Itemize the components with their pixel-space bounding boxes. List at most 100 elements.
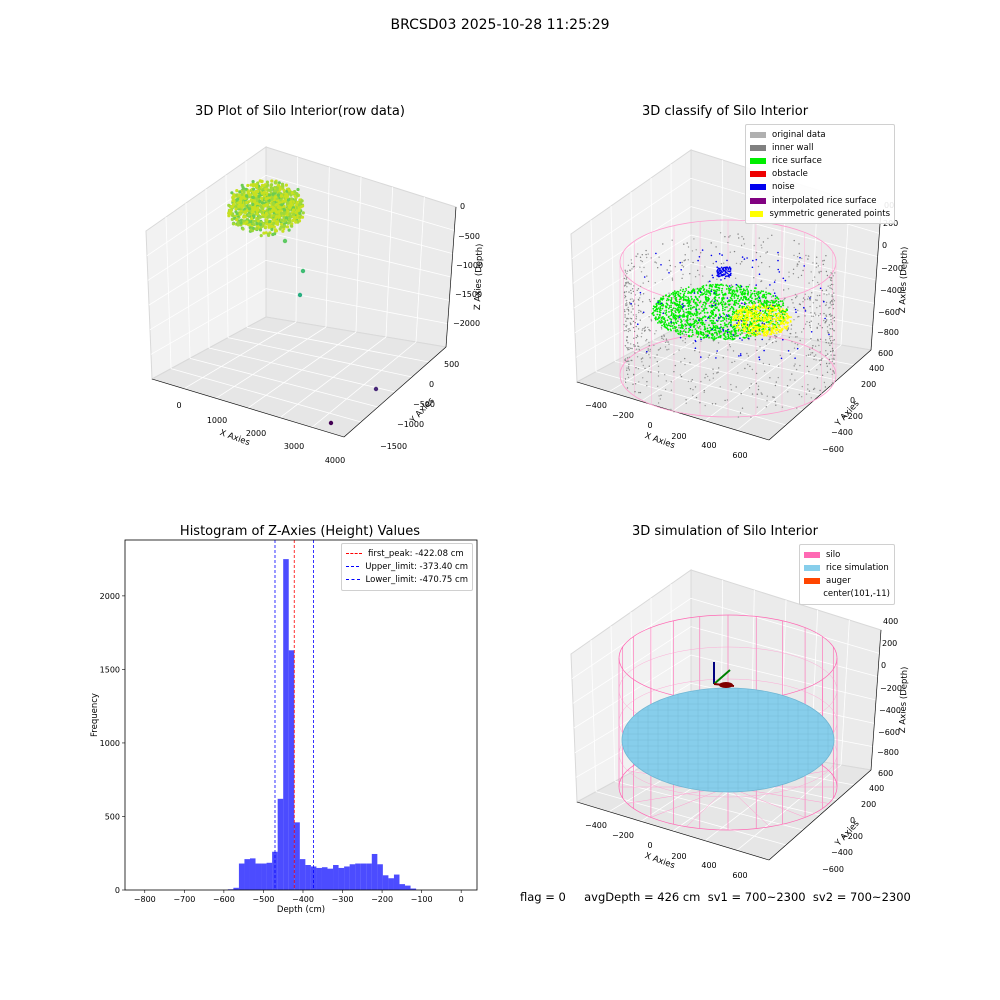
classify-plot-rice-surface-point xyxy=(706,329,709,332)
classify-plot-inner-wall-point xyxy=(748,338,750,341)
simulation-plot-z-tick-label: −200 xyxy=(880,684,902,693)
classify-plot-symmetric-point xyxy=(765,317,767,320)
classify-plot-rice-surface-point xyxy=(654,318,657,321)
classify-plot-rice-surface-point xyxy=(690,335,693,338)
classify-plot-rice-surface-point xyxy=(708,287,711,290)
classify-plot-rice-surface-point xyxy=(716,306,718,308)
classify-plot-noise-point xyxy=(774,295,777,297)
classify-plot-inner-wall-point xyxy=(737,416,740,418)
classify-plot-y-tick-label: 200 xyxy=(861,380,876,389)
classify-plot-rice-surface-point xyxy=(747,298,750,301)
classify-plot-inner-wall-point xyxy=(818,272,820,274)
classify-plot-rice-surface-point xyxy=(708,305,711,307)
classify-plot-inner-wall-point xyxy=(794,379,796,381)
classify-plot-inner-wall-point xyxy=(833,372,836,374)
classify-plot-x-tick-label: −200 xyxy=(612,411,634,420)
classify-plot-noise-point xyxy=(670,321,672,323)
raw-plot-point xyxy=(238,190,242,194)
classify-plot-inner-wall-point xyxy=(795,336,797,338)
classify-plot-symmetric-point xyxy=(786,317,789,320)
classify-plot-inner-wall-point xyxy=(756,291,758,293)
classify-plot-rice-surface-point xyxy=(742,289,745,292)
raw-plot-point xyxy=(232,193,236,197)
classify-plot-rice-surface-point xyxy=(681,332,684,335)
classify-plot-symmetric-point xyxy=(753,317,755,320)
classify-plot-rice-surface-point xyxy=(710,306,713,308)
classify-plot-rice-surface-point xyxy=(665,305,667,308)
classify-plot-rice-surface-point xyxy=(693,312,696,315)
classify-plot-symmetric-point xyxy=(780,331,782,333)
classify-plot-rice-surface-point xyxy=(710,300,713,303)
classify-plot-inner-wall-point xyxy=(624,295,627,298)
classify-plot-inner-wall-point xyxy=(831,360,833,363)
classify-plot-noise-point xyxy=(710,290,713,293)
classify-plot-symmetric-point xyxy=(751,324,754,326)
classify-plot-inner-wall-point xyxy=(733,250,736,253)
classify-plot-rice-surface-point xyxy=(765,293,768,296)
classify-plot-rice-surface-point xyxy=(709,320,712,322)
classify-plot-rice-surface-point xyxy=(714,306,717,309)
classify-plot-noise-point xyxy=(761,322,764,324)
classify-plot-rice-surface-point xyxy=(677,291,680,293)
classify-plot-noise-point xyxy=(722,329,725,331)
classify-plot-inner-wall-point xyxy=(626,324,628,327)
classify-plot-inner-wall-point xyxy=(673,371,675,373)
simulation-plot-x-tick-label: −400 xyxy=(585,821,607,830)
classify-plot-symmetric-point xyxy=(743,326,746,329)
classify-plot-noise-point xyxy=(728,273,730,276)
classify-plot-symmetric-point xyxy=(752,322,754,324)
classify-plot-rice-surface-point xyxy=(736,290,739,293)
classify-plot-rice-surface-point xyxy=(682,325,685,327)
classify-plot-inner-wall-point xyxy=(625,320,627,322)
classify-plot-rice-surface-point xyxy=(698,296,701,298)
classify-plot-inner-wall-point xyxy=(825,289,828,291)
classify-plot-rice-surface-point xyxy=(678,298,681,301)
classify-plot-symmetric-point xyxy=(754,327,756,330)
classify-plot-inner-wall-point xyxy=(812,345,814,347)
raw-plot-point xyxy=(240,192,244,196)
histogram-bar xyxy=(238,863,245,890)
classify-plot-inner-wall-point xyxy=(686,242,688,244)
raw-plot-point xyxy=(297,209,301,213)
classify-plot-noise-point xyxy=(721,266,723,269)
classify-plot-inner-wall-point xyxy=(810,271,812,273)
classify-plot-y-axis-line xyxy=(768,349,872,441)
classify-plot-rice-surface-point xyxy=(714,283,717,286)
classify-plot-inner-wall-point xyxy=(755,382,758,385)
classify-plot-rice-surface-point xyxy=(666,324,669,327)
classify-plot-rice-surface-point xyxy=(674,311,677,314)
classify-plot-noise-point xyxy=(794,308,797,311)
classify-plot-rice-surface-point xyxy=(701,310,704,312)
classify-plot-rice-surface-point xyxy=(724,293,727,296)
classify-plot-symmetric-point xyxy=(736,309,739,312)
classify-plot-rice-surface-point xyxy=(756,297,758,300)
classify-plot-inner-wall-point xyxy=(646,385,648,387)
classify-plot-symmetric-point xyxy=(743,330,745,333)
classify-plot-noise-point xyxy=(725,268,727,271)
classify-plot-noise-point xyxy=(716,350,718,352)
raw-plot-point xyxy=(288,220,292,224)
classify-plot-rice-surface-point xyxy=(692,318,695,321)
classify-plot-rice-surface-point xyxy=(724,336,727,338)
classify-plot-symmetric-point xyxy=(779,326,782,329)
classify-plot-inner-wall-point xyxy=(678,327,680,329)
classify-plot-inner-wall-point xyxy=(808,282,810,284)
classify-plot-rice-surface-point xyxy=(672,315,674,318)
raw-plot-point xyxy=(246,183,250,188)
classify-plot-inner-wall-point xyxy=(806,365,808,368)
classify-plot-inner-wall-point xyxy=(700,328,702,330)
classify-plot-inner-wall-point xyxy=(683,260,685,262)
classify-plot-inner-wall-point xyxy=(826,365,828,367)
classify-plot-noise-point xyxy=(723,273,725,275)
classify-plot-inner-wall-point xyxy=(634,303,636,305)
classify-plot-rice-surface-point xyxy=(724,309,726,311)
classify-plot-inner-wall-point xyxy=(796,263,799,265)
classify-plot-symmetric-point xyxy=(745,308,748,310)
classify-plot-rice-surface-point xyxy=(678,314,681,317)
classify-plot-inner-wall-point xyxy=(711,403,714,405)
raw-plot-point xyxy=(228,211,232,215)
classify-plot-noise-point xyxy=(758,297,761,299)
classify-plot-rice-surface-point xyxy=(674,329,677,332)
classify-plot-inner-wall-point xyxy=(719,386,721,388)
classify-plot-rice-surface-point xyxy=(705,293,708,295)
